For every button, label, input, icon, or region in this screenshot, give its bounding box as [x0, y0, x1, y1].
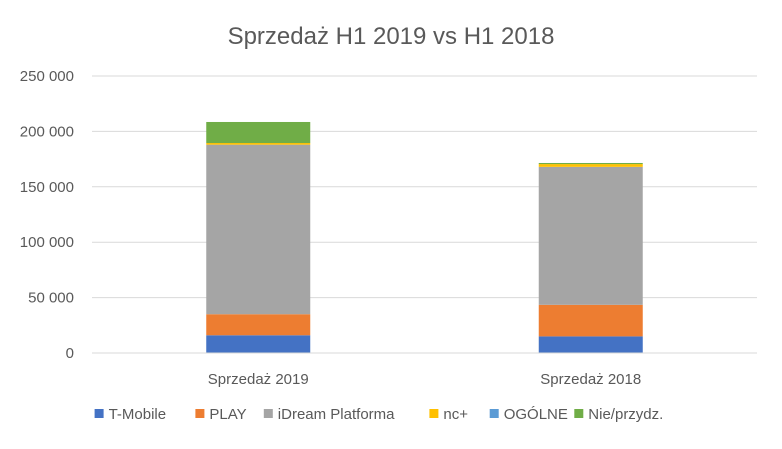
bar-segment	[538, 166, 643, 305]
x-axis-categories: Sprzedaż 2019 Sprzedaż 2018	[208, 371, 641, 388]
legend: T-Mobile PLAY iDream Platforma nc+ OGÓLNE Nie…	[94, 406, 663, 423]
legend-label: T-Mobile	[109, 406, 167, 423]
x-category-label: Sprzedaż 2018	[540, 371, 641, 388]
legend-swatch	[489, 409, 499, 418]
bar-segment	[206, 144, 311, 315]
bar-segment	[206, 143, 311, 145]
legend-label: Nie/przydz.	[588, 406, 663, 423]
y-tick-label: 250 000	[20, 68, 74, 85]
legend-swatch	[574, 409, 584, 418]
bar-segment	[538, 164, 643, 167]
bar-segment	[206, 121, 311, 144]
legend-swatch	[263, 409, 273, 418]
legend-label: iDream Platforma	[278, 406, 395, 423]
y-tick-label: 200 000	[20, 123, 74, 140]
y-tick-label: 0	[66, 345, 74, 362]
y-axis-ticks: 0 50 000 100 000 150 000 200 000 250 000	[20, 68, 74, 362]
bars	[206, 121, 643, 353]
gridlines	[92, 75, 757, 299]
bar-segment	[206, 335, 311, 353]
y-tick-label: 150 000	[20, 179, 74, 196]
bar-segment	[206, 314, 311, 336]
bar-segment	[538, 162, 643, 165]
y-tick-label: 50 000	[28, 290, 74, 307]
legend-label: PLAY	[209, 406, 246, 423]
x-category-label: Sprzedaż 2019	[208, 371, 309, 388]
legend-label: OGÓLNE	[504, 406, 568, 423]
bar-segment	[538, 304, 643, 337]
chart-title: Sprzedaż H1 2019 vs H1 2018	[228, 23, 555, 50]
y-tick-label: 100 000	[20, 234, 74, 251]
legend-swatch	[429, 409, 439, 418]
bar-segment	[538, 336, 643, 353]
legend-swatch	[94, 409, 104, 418]
legend-label: nc+	[443, 406, 468, 423]
legend-swatch	[195, 409, 205, 418]
